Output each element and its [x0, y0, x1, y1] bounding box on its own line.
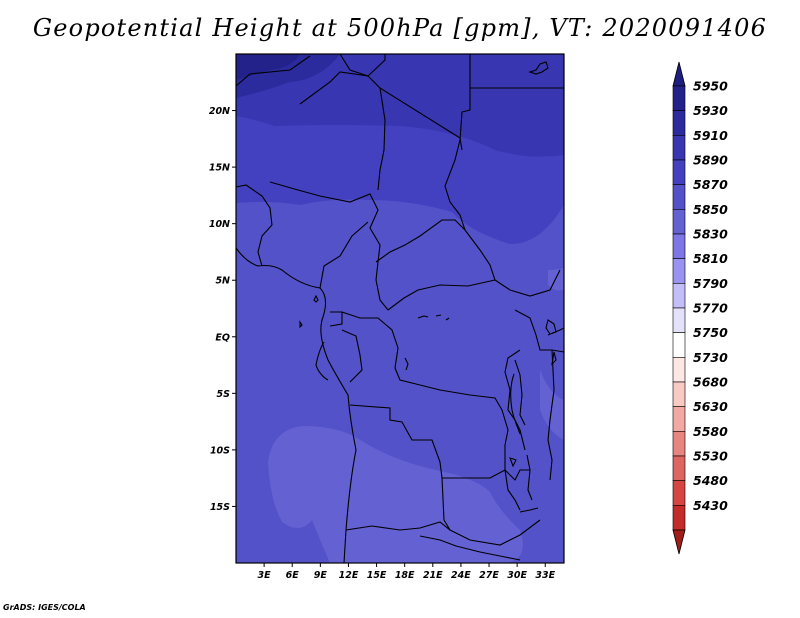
colorbar-top-arrow: [672, 61, 686, 87]
colorbar-label: 5950: [693, 79, 728, 94]
colorbar-label: 5890: [693, 153, 728, 168]
colorbar-swatch: [672, 406, 686, 432]
colorbar-swatch: [672, 283, 686, 309]
lon-tick-label: 24E: [451, 570, 471, 581]
lon-tick-label: 27E: [479, 570, 499, 581]
coastline-lakes: [299, 61, 557, 513]
colorbar-label: 5580: [693, 424, 728, 439]
lon-tick-label: 30E: [507, 570, 527, 581]
colorbar-label: 5850: [693, 202, 728, 217]
latitude-axis: 20N 15N 10N 5N EQ 5S 10S 15S: [209, 106, 236, 513]
colorbar-label: 5480: [693, 473, 728, 488]
colorbar-bottom-arrow: [672, 529, 686, 555]
colorbar-swatch: [672, 455, 686, 481]
lon-tick-label: 12E: [339, 570, 359, 581]
lon-tick-label: 21E: [423, 570, 443, 581]
colorbar-label: 5630: [693, 399, 728, 414]
lon-tick-label: 18E: [395, 570, 415, 581]
colorbar-swatch: [672, 332, 686, 358]
field-5910: [236, 54, 564, 157]
lat-tick-label: 20N: [209, 106, 230, 117]
colorbar-swatch: [672, 135, 686, 161]
lat-tick-label: EQ: [215, 332, 230, 343]
figure-title: Geopotential Height at 500hPa [gpm], VT:…: [32, 14, 768, 42]
colorbar-label: 5930: [693, 103, 728, 118]
lon-tick-label: 33E: [535, 570, 555, 581]
colorbar-swatch: [672, 233, 686, 259]
lat-tick-label: 10N: [209, 219, 230, 230]
colorbar-swatch: [672, 184, 686, 210]
colorbar-label: 5770: [693, 301, 728, 316]
colorbar-label: 5530: [693, 449, 728, 464]
colorbar-swatch: [672, 357, 686, 383]
colorbar-label: 5430: [693, 498, 728, 513]
colorbar-label: 5910: [693, 128, 728, 143]
lon-tick-label: 9E: [314, 570, 328, 581]
colorbar-swatch: [672, 480, 686, 506]
colorbar-swatch: [672, 381, 686, 407]
colorbar-label: 5750: [693, 325, 728, 340]
colorbar-label: 5790: [693, 276, 728, 291]
height-field: [236, 54, 564, 563]
lon-tick-label: 3E: [258, 570, 272, 581]
colorbar-label: 5830: [693, 227, 728, 242]
lat-tick-label: 10S: [210, 445, 230, 456]
colorbar-swatch: [672, 431, 686, 457]
lat-tick-label: 15S: [210, 502, 230, 513]
colorbar-swatch: [672, 505, 686, 531]
colorbar-swatch: [672, 209, 686, 235]
colorbar-swatch: [672, 85, 686, 111]
colorbar-swatch: [672, 307, 686, 333]
field-5850: [268, 426, 523, 563]
grads-credit: GrADS: IGES/COLA: [3, 603, 86, 612]
colorbar-label: 5680: [693, 375, 728, 390]
colorbar: 5950 5930 5910 5890 5870 5850 5830 5810 5790 5770…: [672, 61, 728, 555]
longitude-axis: 3E 6E 9E 12E 15E 18E 21E 24E 27E 30E 33E: [258, 563, 556, 581]
colorbar-label: 5730: [693, 350, 728, 365]
country-borders: [236, 54, 564, 563]
lon-tick-label: 6E: [286, 570, 300, 581]
map-frame: [235, 53, 565, 564]
lon-tick-label: 15E: [367, 570, 387, 581]
colorbar-label: 5870: [693, 177, 728, 192]
colorbar-swatch: [672, 110, 686, 136]
lat-tick-label: 5S: [217, 389, 231, 400]
lat-tick-label: 15N: [209, 163, 230, 174]
lat-tick-label: 5N: [215, 276, 230, 287]
colorbar-swatch: [672, 159, 686, 185]
colorbar-swatch: [672, 258, 686, 284]
colorbar-label: 5810: [693, 251, 728, 266]
